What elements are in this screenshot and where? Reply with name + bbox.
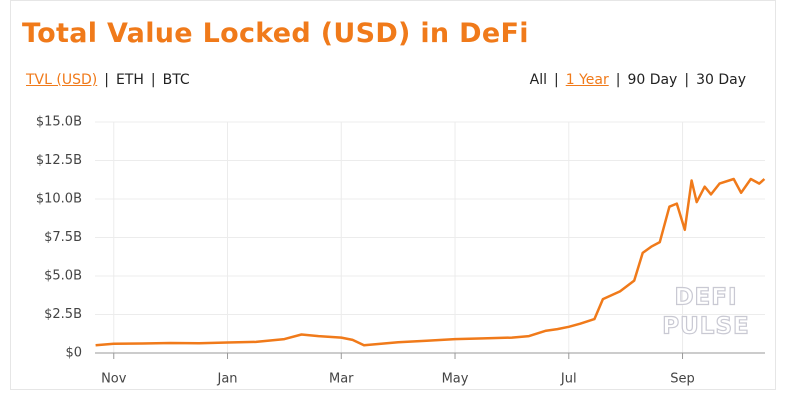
range-toggles: All1 Year90 Day30 Day bbox=[530, 72, 746, 88]
y-tick-label: $0 bbox=[65, 346, 82, 361]
range-option[interactable]: All bbox=[529, 72, 547, 88]
data-line bbox=[95, 177, 766, 347]
range-option[interactable]: 30 Day bbox=[677, 72, 746, 88]
x-tick-label: Jan bbox=[216, 372, 237, 387]
x-tick-label: Nov bbox=[101, 372, 127, 387]
x-tick-label: Jul bbox=[560, 372, 577, 387]
watermark: PULSE bbox=[662, 314, 749, 340]
x-tick-label: May bbox=[442, 372, 469, 387]
x-tick-label: Sep bbox=[670, 372, 695, 387]
y-tick-label: $10.0B bbox=[36, 192, 82, 207]
metric-option[interactable]: TVL (USD) bbox=[26, 72, 98, 88]
y-tick-label: $7.5B bbox=[44, 230, 82, 245]
range-option[interactable]: 1 Year bbox=[547, 72, 609, 88]
metric-option[interactable]: BTC bbox=[144, 72, 190, 88]
y-tick-label: $2.5B bbox=[44, 307, 82, 322]
range-option[interactable]: 90 Day bbox=[609, 72, 677, 88]
y-tick-label: $5.0B bbox=[44, 269, 82, 284]
y-tick-label: $15.0B bbox=[36, 115, 82, 130]
watermark: DEFI bbox=[674, 285, 737, 311]
y-tick-label: $12.5B bbox=[36, 153, 82, 168]
metric-option[interactable]: ETH bbox=[97, 72, 144, 88]
metric-toggles: TVL (USD)ETHBTC bbox=[26, 72, 190, 88]
widget-frame bbox=[10, 0, 776, 390]
x-tick-label: Mar bbox=[329, 372, 354, 387]
chart-title: Total Value Locked (USD) in DeFi bbox=[22, 18, 529, 49]
